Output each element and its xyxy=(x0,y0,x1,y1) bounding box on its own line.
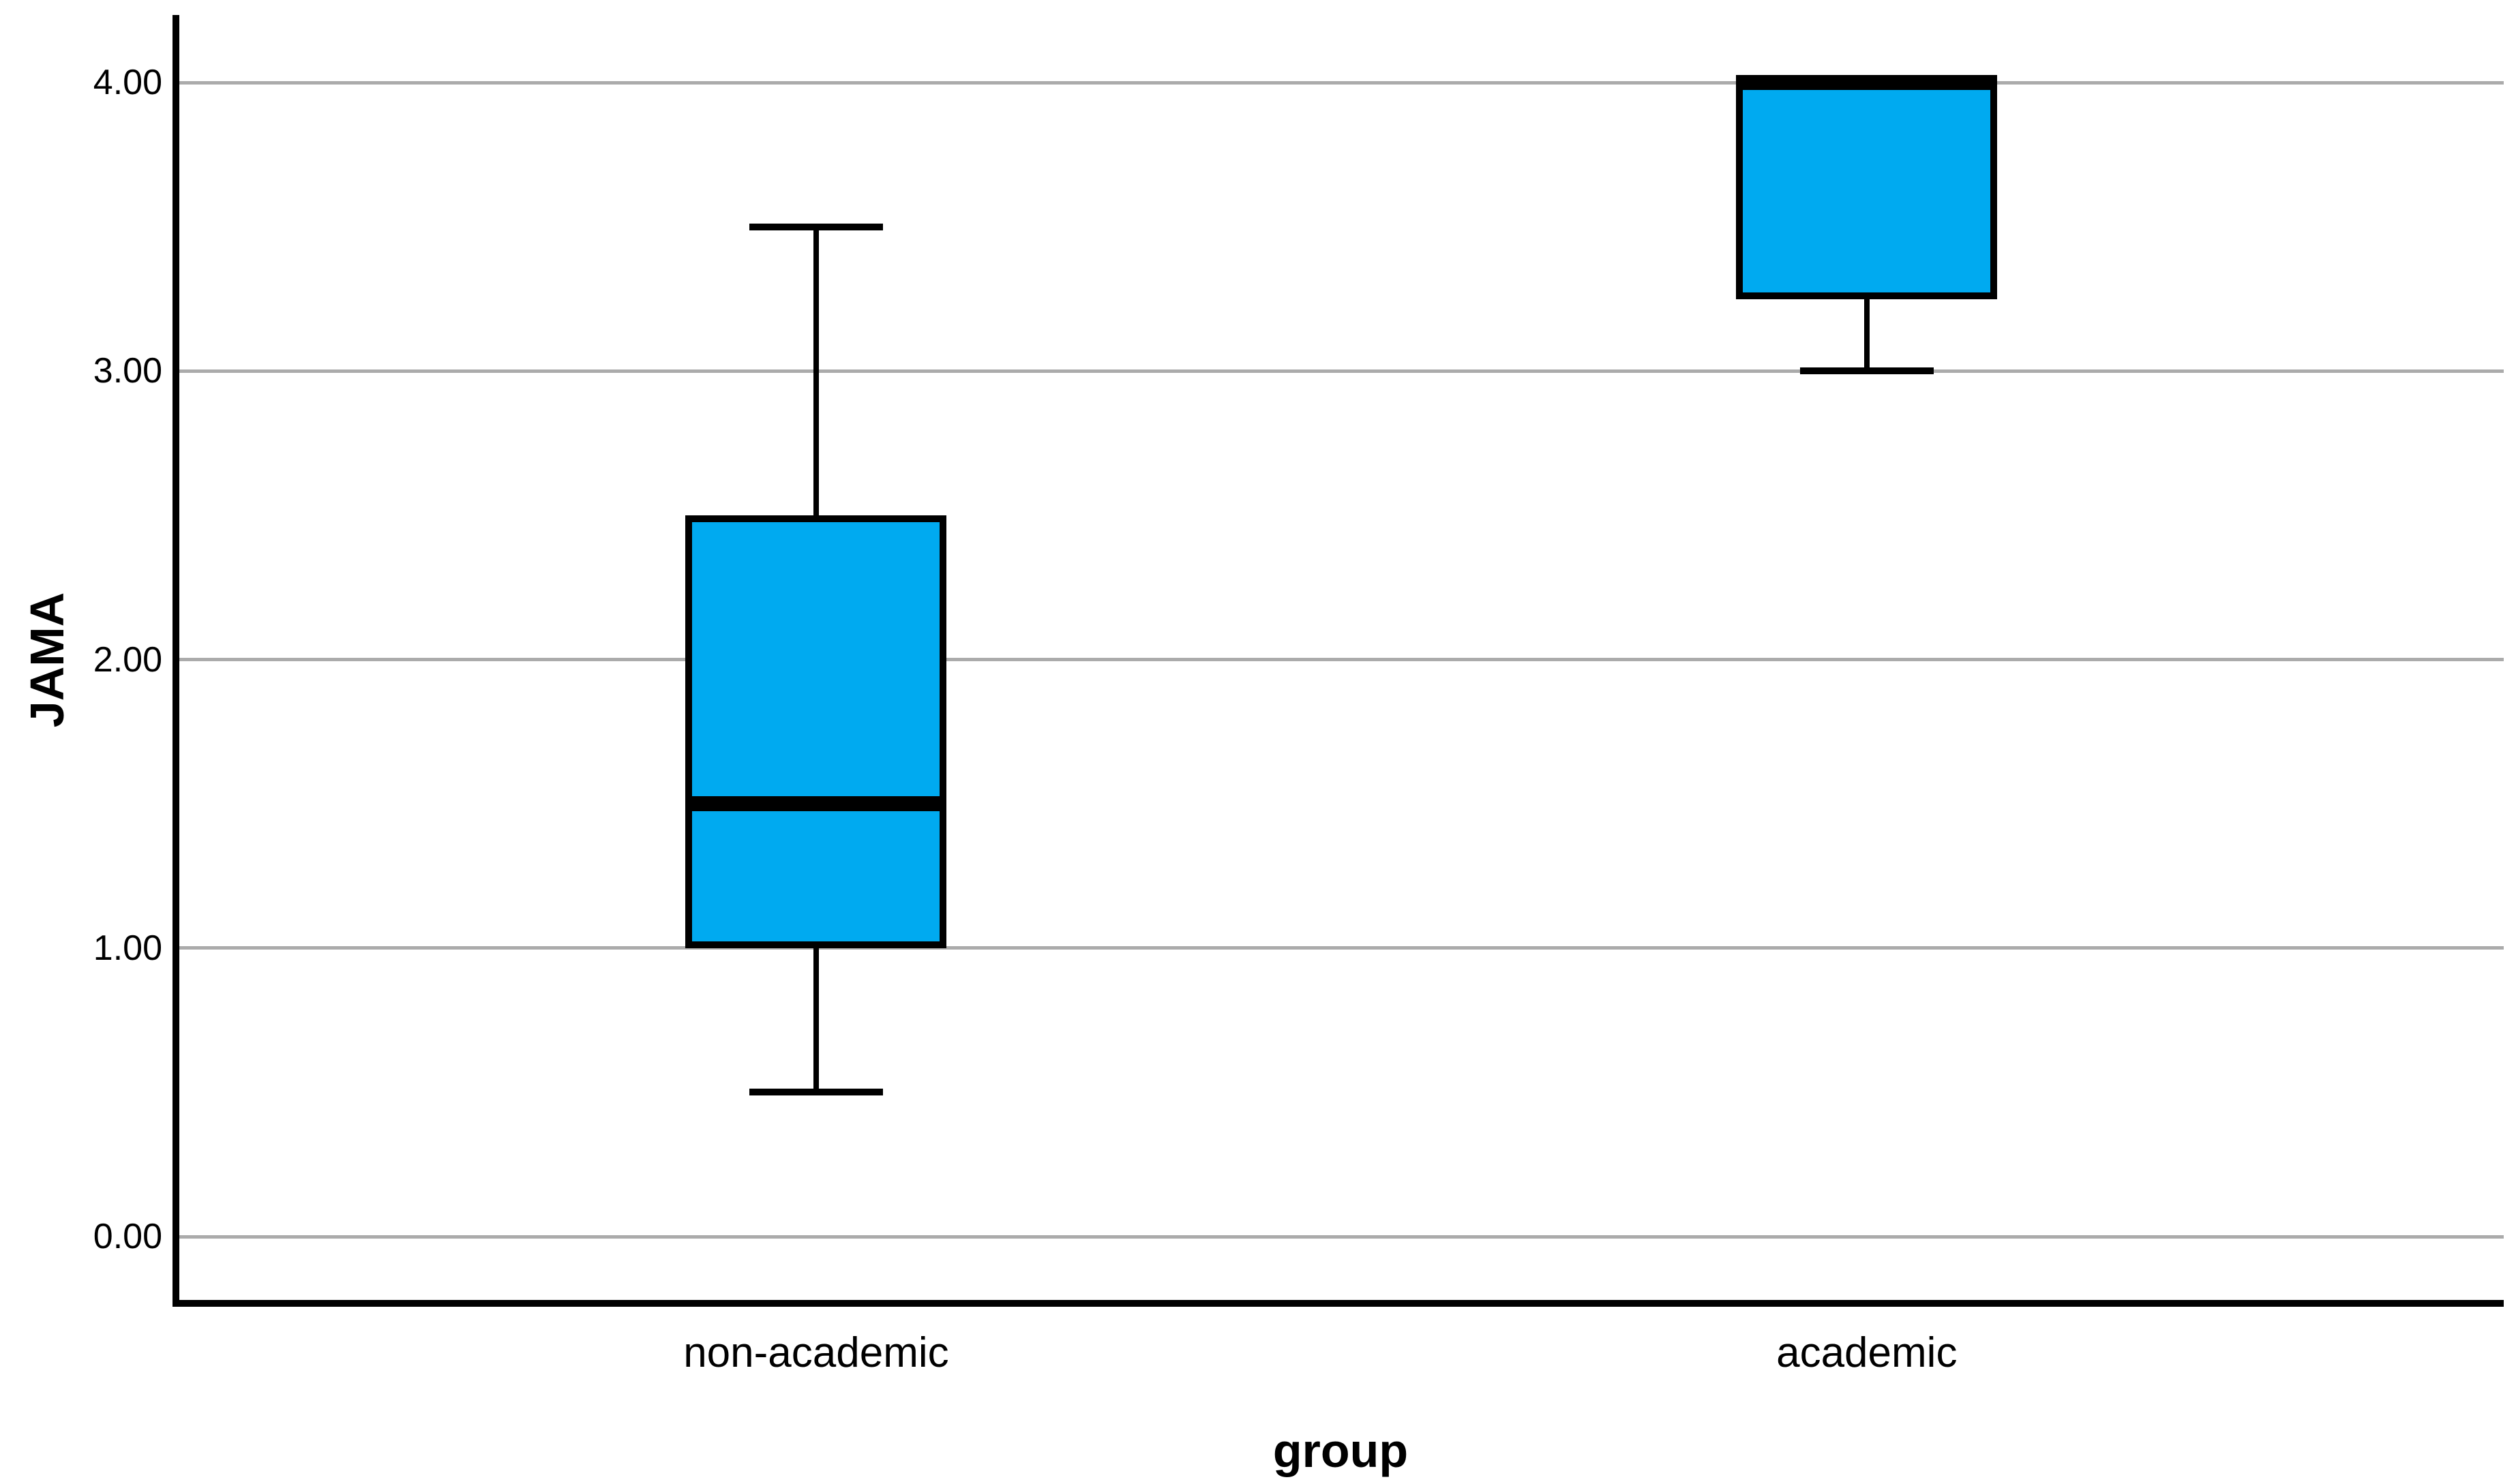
lower-whisker-cap xyxy=(749,1089,883,1096)
upper-whisker-line xyxy=(813,226,819,515)
x-axis-line xyxy=(173,1300,2504,1307)
y-gridline xyxy=(177,80,2504,85)
y-axis-tick-label: 2.00 xyxy=(93,639,162,680)
y-gridline xyxy=(177,658,2504,662)
x-axis-title: group xyxy=(1272,1424,1409,1477)
y-axis-tick-label: 1.00 xyxy=(93,928,162,968)
box xyxy=(1736,82,1998,299)
median-line xyxy=(1736,75,1998,91)
y-gridline xyxy=(177,369,2504,373)
y-gridline xyxy=(177,1235,2504,1239)
x-axis-category-label: non-academic xyxy=(683,1329,949,1376)
y-gridline xyxy=(177,946,2504,950)
lower-whisker-cap xyxy=(1799,367,1934,375)
x-axis-category-label: academic xyxy=(1776,1329,1958,1376)
lower-whisker-line xyxy=(813,948,819,1093)
y-axis-title: JAMA xyxy=(20,592,74,728)
y-axis-tick-label: 3.00 xyxy=(93,351,162,391)
y-axis-tick-label: 0.00 xyxy=(93,1217,162,1256)
upper-whisker-cap xyxy=(749,223,883,230)
box xyxy=(685,515,947,948)
median-line xyxy=(685,796,947,812)
y-axis-line xyxy=(173,15,179,1307)
y-axis-tick-label: 4.00 xyxy=(93,63,162,103)
lower-whisker-line xyxy=(1863,299,1870,372)
